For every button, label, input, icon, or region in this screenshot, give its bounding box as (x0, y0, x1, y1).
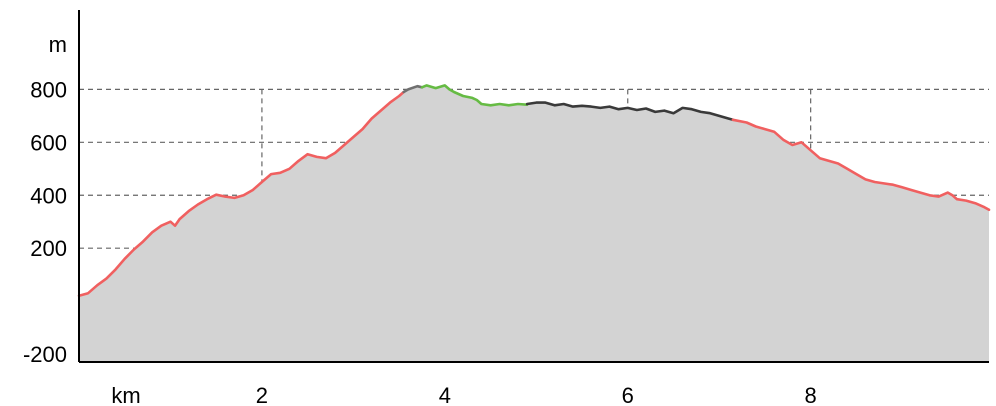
x-tick-label: 2 (256, 383, 268, 406)
profile-segment-4 (525, 101, 735, 122)
x-tick-label: 8 (805, 383, 817, 406)
x-tick-label: 4 (439, 383, 451, 406)
x-tick-label: 6 (622, 383, 634, 406)
axis-layer (78, 10, 989, 363)
y-unit-label: m (49, 32, 67, 57)
y-tick-label: 200 (30, 236, 67, 261)
y-tick-label: -200 (23, 342, 67, 367)
profile-segment-3 (420, 84, 529, 107)
elevation-area (79, 85, 989, 363)
profile-segment-2 (402, 84, 424, 94)
y-tick-label: 400 (30, 183, 67, 208)
profile-segment-1 (77, 90, 406, 298)
area-layer (79, 85, 989, 363)
profile-segment-5 (731, 118, 991, 212)
line-layer (77, 84, 991, 298)
y-tick-label: 800 (30, 77, 67, 102)
x-unit-label: km (111, 383, 140, 406)
y-tick-label: 600 (30, 130, 67, 155)
label-layer: -200 200 400 600 800 2 4 6 8 m km (23, 32, 817, 406)
